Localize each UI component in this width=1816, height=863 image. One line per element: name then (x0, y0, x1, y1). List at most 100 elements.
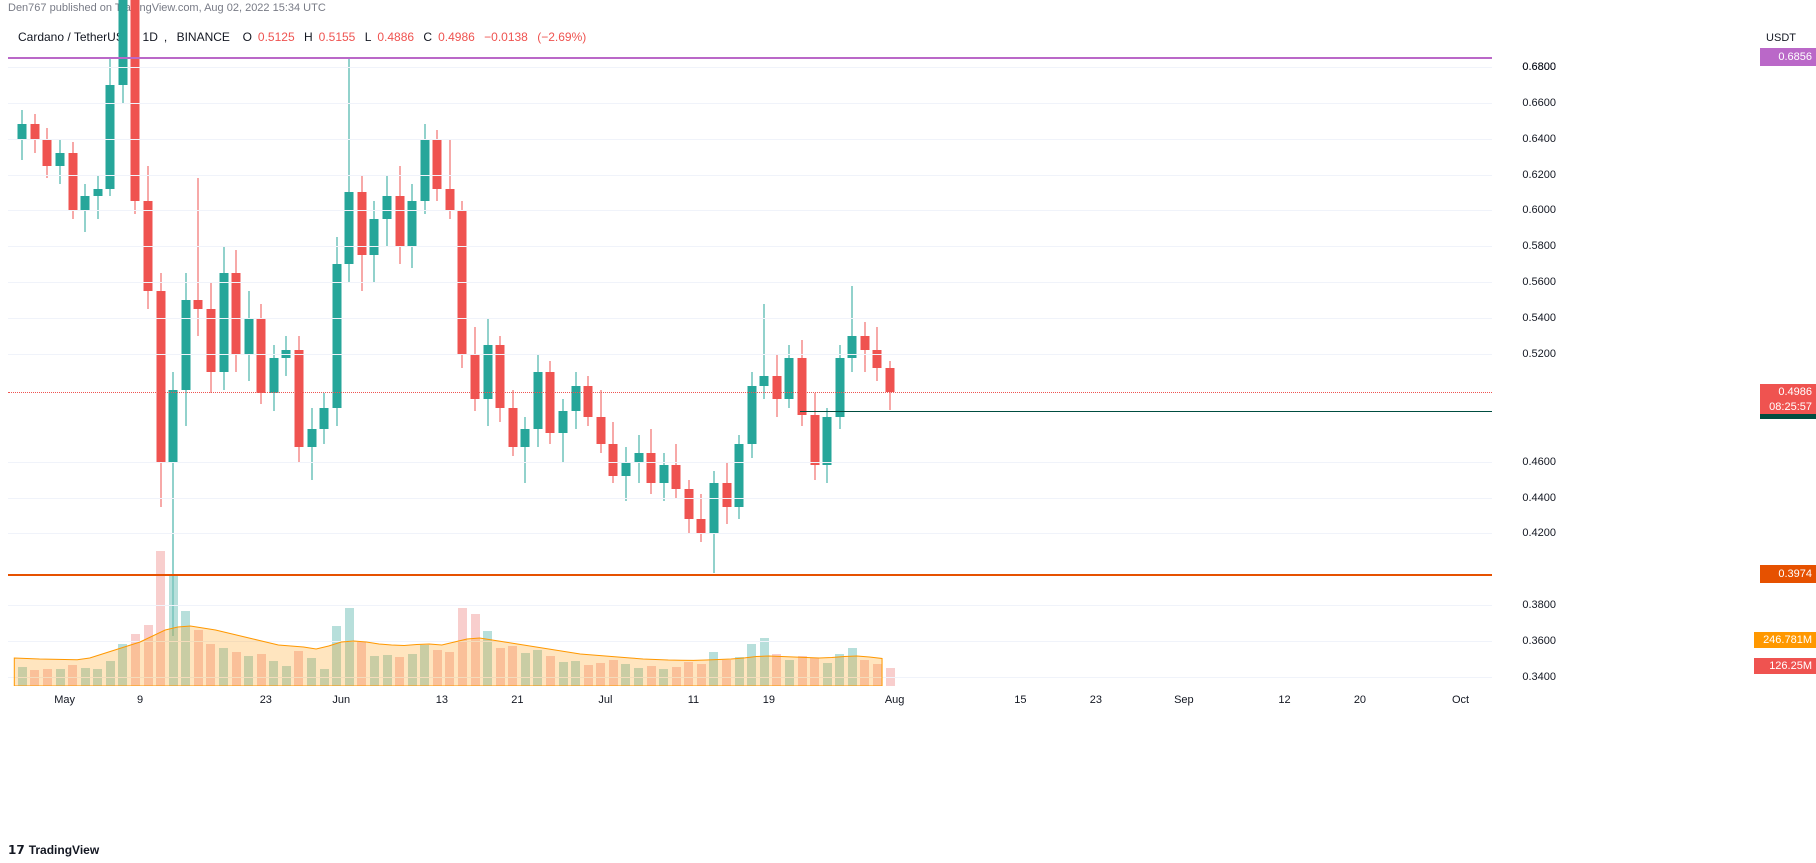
candle-body[interactable] (320, 408, 329, 430)
candle-body[interactable] (156, 291, 165, 461)
horizontal-line[interactable] (8, 57, 1492, 59)
candle-body[interactable] (798, 358, 807, 415)
candle-body[interactable] (219, 273, 228, 372)
candle-body[interactable] (508, 408, 517, 447)
candle-body[interactable] (370, 219, 379, 255)
candle-body[interactable] (131, 0, 140, 201)
volume-bar (420, 645, 429, 686)
tradingview-text: TradingView (29, 843, 99, 857)
volume-bar (106, 661, 115, 686)
gridline (8, 318, 1492, 319)
horizontal-line[interactable] (8, 574, 1492, 576)
candle-body[interactable] (30, 124, 39, 138)
volume-bar (697, 664, 706, 686)
candle-body[interactable] (269, 358, 278, 394)
candle-body[interactable] (697, 519, 706, 533)
y-tick-label: 0.5200 (1522, 348, 1556, 360)
candle-body[interactable] (559, 411, 568, 433)
candle-body[interactable] (571, 386, 580, 411)
candle-body[interactable] (772, 376, 781, 399)
candle-body[interactable] (43, 139, 52, 166)
candle-body[interactable] (56, 153, 65, 166)
candle-body[interactable] (684, 489, 693, 520)
time-axis[interactable]: May923Jun1321Jul1119Aug1523Sep1220Oct (8, 690, 1492, 714)
candle-body[interactable] (747, 386, 756, 443)
support-line[interactable] (800, 411, 1492, 412)
x-tick-label: Sep (1174, 694, 1194, 706)
candle-body[interactable] (395, 196, 404, 246)
candle-body[interactable] (584, 386, 593, 417)
candle-body[interactable] (433, 139, 442, 189)
candle-body[interactable] (445, 189, 454, 211)
volume-bar (282, 666, 291, 686)
volume-bar (647, 666, 656, 686)
candle-body[interactable] (181, 300, 190, 390)
candle-body[interactable] (860, 336, 869, 350)
gridline (8, 282, 1492, 283)
price-axis[interactable]: 0.34000.36000.38000.42000.44000.46000.52… (1492, 22, 1562, 686)
candle-body[interactable] (634, 453, 643, 462)
candle-body[interactable] (659, 465, 668, 483)
volume-bar (835, 654, 844, 686)
candle-body[interactable] (672, 465, 681, 488)
candle-body[interactable] (420, 139, 429, 202)
candle-body[interactable] (521, 429, 530, 447)
candle-body[interactable] (93, 189, 102, 196)
candle-body[interactable] (81, 196, 90, 210)
x-tick-label: 21 (511, 694, 523, 706)
volume-bar (68, 665, 77, 686)
candle-body[interactable] (886, 368, 895, 391)
volume-bar (496, 648, 505, 686)
volume-bar (458, 608, 467, 686)
candle-body[interactable] (106, 85, 115, 189)
candle-body[interactable] (18, 124, 27, 138)
candle-body[interactable] (332, 264, 341, 408)
candle-body[interactable] (596, 417, 605, 444)
candle-body[interactable] (760, 376, 769, 387)
candle-body[interactable] (810, 415, 819, 465)
candle-body[interactable] (232, 273, 241, 354)
volume-bar (181, 611, 190, 686)
candle-body[interactable] (609, 444, 618, 476)
gridline (8, 605, 1492, 606)
gridline (8, 210, 1492, 211)
candle-body[interactable] (194, 300, 203, 309)
candle-wick (97, 175, 98, 220)
volume-bar (546, 656, 555, 686)
volume-bar (709, 652, 718, 686)
publish-header: Den767 published on TradingView.com, Aug… (0, 0, 1816, 16)
candle-body[interactable] (709, 483, 718, 533)
candle-body[interactable] (307, 429, 316, 447)
volume-bar (533, 650, 542, 686)
candle-body[interactable] (68, 153, 77, 210)
volume-bar (873, 664, 882, 686)
candle-body[interactable] (722, 483, 731, 506)
candle-body[interactable] (533, 372, 542, 429)
current-price-line (8, 392, 1492, 393)
volume-bar (609, 660, 618, 686)
volume-bar (772, 654, 781, 686)
candle-body[interactable] (345, 192, 354, 264)
candle-body[interactable] (294, 350, 303, 447)
volume-bar (621, 664, 630, 686)
candle-body[interactable] (257, 318, 266, 393)
volume-bar (571, 661, 580, 686)
candle-body[interactable] (383, 196, 392, 219)
candle-body[interactable] (621, 462, 630, 476)
gridline (8, 67, 1492, 68)
gridline (8, 139, 1492, 140)
x-tick-label: May (54, 694, 75, 706)
x-tick-label: 19 (763, 694, 775, 706)
candle-body[interactable] (647, 453, 656, 484)
candle-body[interactable] (169, 390, 178, 462)
candle-body[interactable] (835, 358, 844, 417)
y-tick-label: 0.6200 (1522, 169, 1556, 181)
candle-body[interactable] (408, 201, 417, 246)
gridline (8, 641, 1492, 642)
x-tick-label: Jul (598, 694, 612, 706)
candle-body[interactable] (118, 0, 127, 85)
candle-body[interactable] (244, 318, 253, 354)
candle-body[interactable] (823, 417, 832, 465)
candle-body[interactable] (546, 372, 555, 433)
volume-bar (294, 651, 303, 686)
